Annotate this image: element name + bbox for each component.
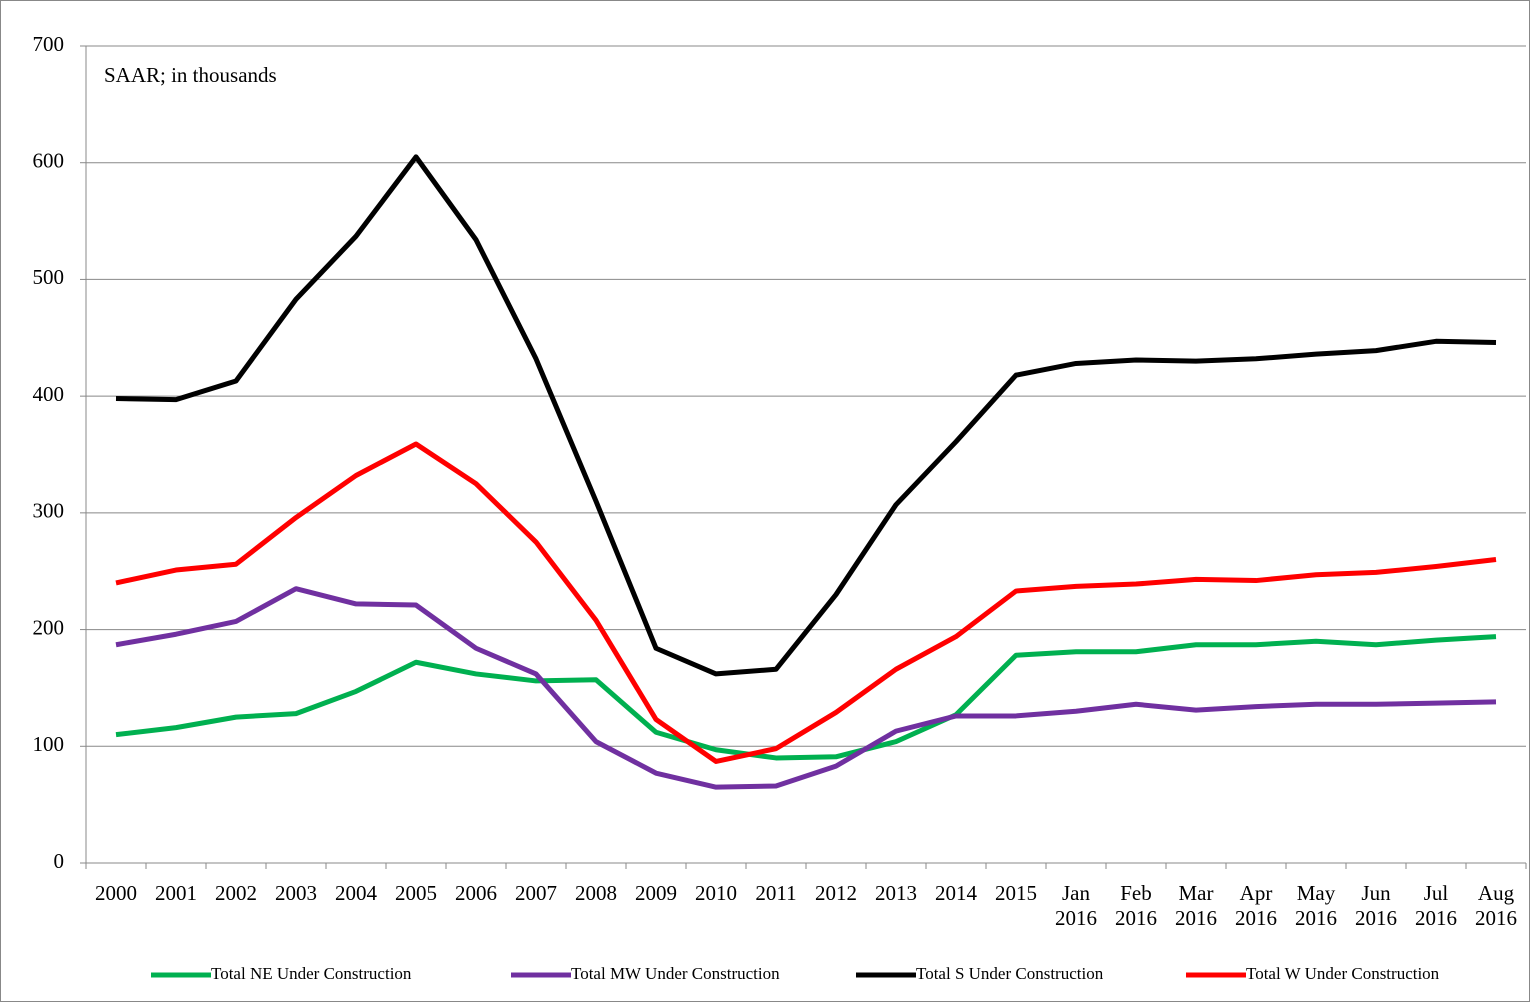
x-tick-label: Aug 2016: [1475, 881, 1517, 930]
x-tick-label: Jul 2016: [1415, 881, 1457, 930]
x-tick-label: 2012: [815, 881, 857, 905]
x-tick-label: 2003: [275, 881, 317, 905]
x-tick-label: 2006: [455, 881, 497, 905]
x-tick-label: 2000: [95, 881, 137, 905]
x-tick-label: 2008: [575, 881, 617, 905]
y-tick-label: 500: [33, 265, 65, 289]
x-tick-label: May 2016: [1295, 881, 1337, 930]
series-line: [115, 154, 1497, 677]
x-tick-label: Jan 2016: [1055, 881, 1097, 930]
y-tick-label: 400: [33, 382, 65, 406]
x-tick-label: Apr 2016: [1235, 881, 1277, 930]
x-tick-label: Mar 2016: [1175, 881, 1217, 930]
x-tick-label: Jun 2016: [1355, 881, 1397, 930]
x-tick-label: 2011: [755, 881, 797, 905]
y-tick-label: 600: [33, 149, 65, 173]
x-tick-label: 2015: [995, 881, 1037, 905]
x-tick-label: 2010: [695, 881, 737, 905]
series-line: [115, 634, 1497, 761]
x-tick-label: 2004: [335, 881, 377, 905]
y-tick-label: 300: [33, 499, 65, 523]
legend-label: Total W Under Construction: [1246, 964, 1440, 983]
x-tick-label: 2013: [875, 881, 917, 905]
x-tick-label: 2005: [395, 881, 437, 905]
x-tick-label: 2007: [515, 881, 557, 905]
legend-label: Total MW Under Construction: [571, 964, 780, 983]
x-tick-label: 2009: [635, 881, 677, 905]
x-tick-label: Feb 2016: [1115, 881, 1157, 930]
legend-label: Total S Under Construction: [916, 964, 1104, 983]
series-line: [115, 586, 1497, 790]
x-tick-label: 2002: [215, 881, 257, 905]
y-tick-label: 200: [33, 615, 65, 639]
y-tick-label: 700: [33, 32, 65, 56]
legend-label: Total NE Under Construction: [211, 964, 412, 983]
x-tick-label: 2014: [935, 881, 977, 905]
series-line: [115, 441, 1497, 764]
x-tick-label: 2001: [155, 881, 197, 905]
y-tick-label: 0: [54, 849, 65, 873]
y-tick-label: 100: [33, 732, 65, 756]
annotation: SAAR; in thousands: [104, 63, 277, 87]
